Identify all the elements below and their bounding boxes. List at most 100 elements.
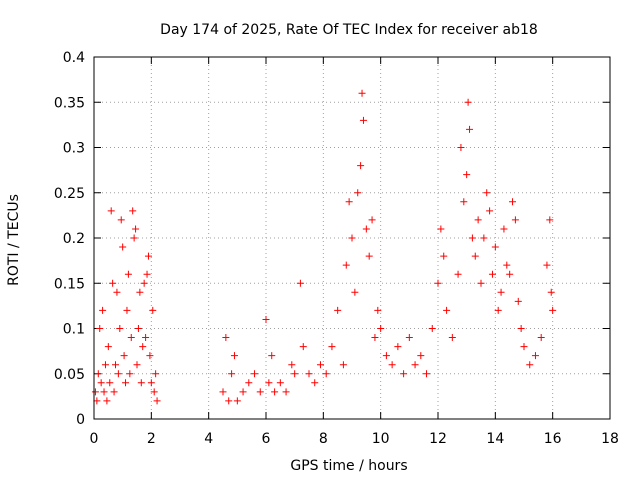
data-point xyxy=(296,279,304,287)
chart-title: Day 174 of 2025, Rate Of TEC Index for r… xyxy=(160,22,538,38)
data-point xyxy=(112,361,119,369)
data-point xyxy=(130,234,138,242)
data-point xyxy=(94,370,102,378)
x-tick-label: 18 xyxy=(601,431,619,447)
data-point xyxy=(228,370,236,378)
data-point xyxy=(517,325,525,332)
data-point xyxy=(251,370,259,378)
data-point xyxy=(144,252,152,260)
data-point xyxy=(142,334,150,342)
data-point xyxy=(139,343,147,351)
data-point xyxy=(423,370,431,378)
data-point xyxy=(113,288,121,296)
data-point xyxy=(497,288,505,296)
data-point xyxy=(123,306,131,314)
data-point xyxy=(100,388,108,396)
data-point xyxy=(91,388,99,396)
data-point xyxy=(132,225,140,233)
data-point xyxy=(509,198,517,206)
data-point xyxy=(322,370,330,378)
data-point xyxy=(129,207,137,215)
data-point xyxy=(377,325,385,332)
data-point xyxy=(371,334,379,342)
data-point xyxy=(282,388,290,396)
data-point xyxy=(291,370,299,378)
data-point xyxy=(126,370,134,378)
data-point xyxy=(316,361,324,369)
data-point xyxy=(150,388,158,396)
data-point xyxy=(134,325,142,332)
y-tick-label: 0 xyxy=(76,412,85,428)
data-point xyxy=(328,343,336,351)
data-point xyxy=(543,261,551,269)
y-tick-label: 0.1 xyxy=(63,322,85,338)
data-point xyxy=(405,334,413,342)
data-point xyxy=(143,270,151,278)
data-point xyxy=(547,288,555,296)
data-point xyxy=(358,89,366,97)
data-point xyxy=(245,379,253,387)
data-point xyxy=(520,343,528,351)
data-point xyxy=(334,306,342,314)
y-tick-label: 0.3 xyxy=(63,141,85,157)
x-tick-label: 6 xyxy=(262,431,271,447)
data-point xyxy=(460,198,468,206)
data-point xyxy=(107,207,115,215)
data-point xyxy=(457,144,465,151)
data-point xyxy=(96,325,104,332)
data-point xyxy=(417,352,425,360)
data-point xyxy=(268,352,276,360)
data-point xyxy=(137,379,145,387)
data-point xyxy=(437,225,445,233)
data-point xyxy=(225,397,233,405)
data-point xyxy=(411,361,419,369)
x-tick-label: 16 xyxy=(544,431,562,447)
data-point xyxy=(122,379,130,387)
data-markers xyxy=(91,89,557,405)
data-point xyxy=(311,379,319,387)
data-point xyxy=(109,279,117,287)
data-point xyxy=(531,352,539,360)
y-tick-label: 0.35 xyxy=(54,95,85,111)
data-point xyxy=(147,379,155,387)
data-point xyxy=(526,361,534,369)
data-point xyxy=(120,352,128,360)
data-point xyxy=(99,306,107,314)
data-point xyxy=(537,334,545,342)
data-point xyxy=(219,388,227,396)
data-point xyxy=(345,198,353,206)
data-point xyxy=(443,306,451,314)
data-point xyxy=(256,388,264,396)
x-tick-label: 8 xyxy=(319,431,328,447)
data-point xyxy=(97,379,105,387)
data-point xyxy=(110,388,118,396)
x-tick-label: 2 xyxy=(147,431,156,447)
x-axis-ticks: 0 2 4 6 8 10 12 14 16 18 xyxy=(90,57,619,447)
y-axis-ticks: 0 0.05 0.1 0.15 0.2 0.25 0.3 0.35 0.4 xyxy=(54,50,610,428)
data-point xyxy=(506,270,514,278)
data-point xyxy=(106,379,114,387)
data-point xyxy=(464,98,472,106)
data-point xyxy=(233,397,241,405)
data-point xyxy=(428,325,436,332)
plot-frame xyxy=(93,56,611,420)
data-point xyxy=(374,306,382,314)
y-tick-label: 0.4 xyxy=(63,50,85,66)
data-point xyxy=(127,334,135,342)
data-point xyxy=(388,361,396,369)
data-point xyxy=(500,225,508,233)
data-point xyxy=(503,261,511,269)
data-point xyxy=(305,370,313,378)
data-point xyxy=(276,379,284,387)
data-point xyxy=(471,252,479,260)
data-point xyxy=(514,297,522,305)
data-point xyxy=(265,379,273,387)
data-point xyxy=(488,270,496,278)
y-tick-label: 0.2 xyxy=(63,231,85,247)
data-point xyxy=(448,334,456,342)
data-point xyxy=(116,325,124,332)
data-point xyxy=(271,388,279,396)
data-point xyxy=(222,334,230,342)
data-point xyxy=(440,252,448,260)
